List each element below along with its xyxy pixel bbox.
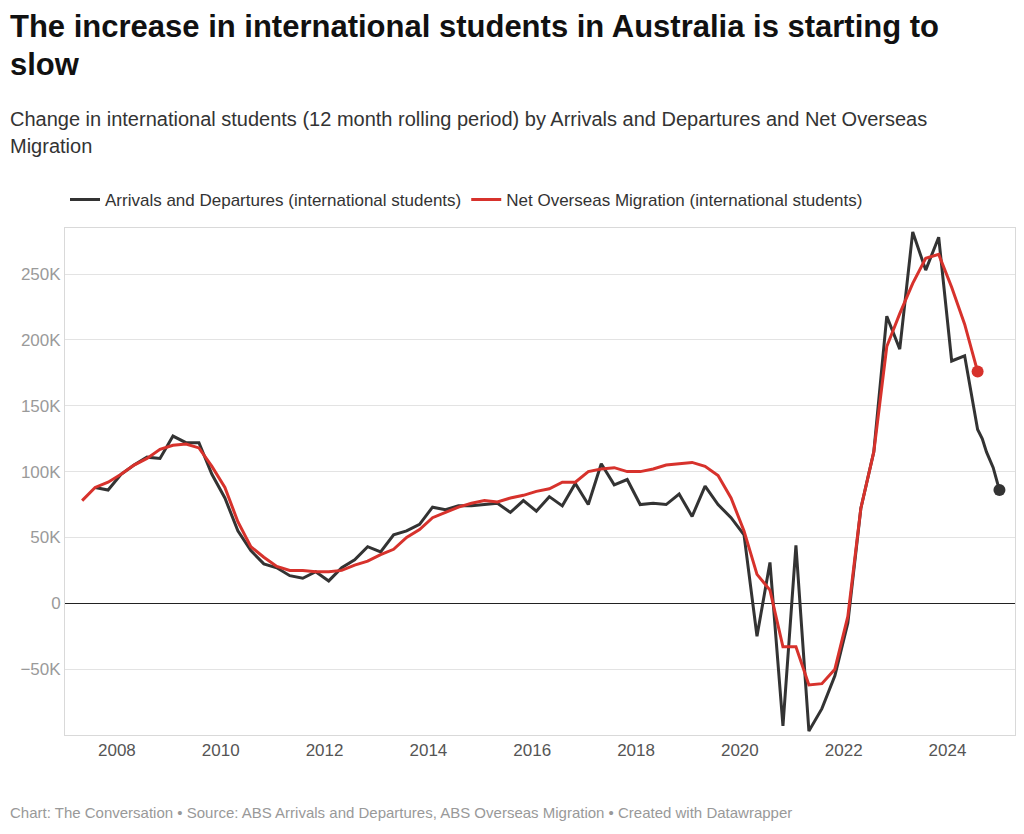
svg-text:2018: 2018 bbox=[617, 741, 655, 760]
html-text:Change in international studen: Change in international students (12 mon… bbox=[10, 108, 928, 157]
svg-text:2016: 2016 bbox=[513, 741, 551, 760]
svg-text:50K: 50K bbox=[30, 528, 61, 547]
svg-text:Arrivals and Departures (inter: Arrivals and Departures (international s… bbox=[105, 191, 461, 210]
svg-text:2010: 2010 bbox=[202, 741, 240, 760]
svg-text:2020: 2020 bbox=[721, 741, 759, 760]
svg-text:Net Overseas Migration (intern: Net Overseas Migration (international st… bbox=[506, 191, 862, 210]
svg-text:150K: 150K bbox=[21, 397, 61, 416]
svg-text:200K: 200K bbox=[21, 331, 61, 350]
html-text:Chart: The Conversation • Sour: Chart: The Conversation • Source: ABS Ar… bbox=[10, 804, 793, 821]
svg-text:100K: 100K bbox=[21, 463, 61, 482]
svg-text:2022: 2022 bbox=[825, 741, 863, 760]
svg-text:2008: 2008 bbox=[98, 741, 136, 760]
svg-text:2012: 2012 bbox=[306, 741, 344, 760]
svg-text:2014: 2014 bbox=[409, 741, 447, 760]
html-text:The increase in international: The increase in international students i… bbox=[10, 9, 939, 82]
svg-text:0: 0 bbox=[51, 594, 60, 613]
svg-text:−50K: −50K bbox=[20, 660, 61, 679]
svg-text:2024: 2024 bbox=[929, 741, 967, 760]
svg-text:250K: 250K bbox=[21, 265, 61, 284]
